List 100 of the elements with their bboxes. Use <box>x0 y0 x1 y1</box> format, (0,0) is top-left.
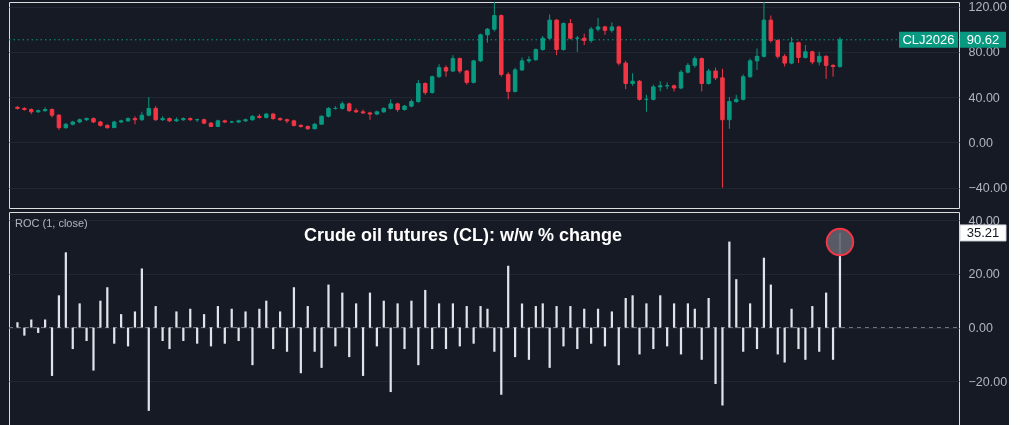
bar <box>278 311 282 328</box>
bar <box>562 327 565 347</box>
text: 90.62 <box>966 31 1000 47</box>
bar <box>534 306 537 328</box>
bar <box>583 308 586 328</box>
bar <box>99 300 102 328</box>
bar <box>106 287 109 328</box>
bar <box>396 303 399 328</box>
y-tick-label: −40.00 <box>968 181 1008 196</box>
candlestick <box>443 64 449 78</box>
bar <box>631 295 634 328</box>
bar <box>486 308 489 328</box>
bar <box>804 327 807 360</box>
bar <box>133 311 137 328</box>
bar <box>189 308 192 328</box>
bar <box>161 327 164 341</box>
bar <box>403 327 406 350</box>
bar <box>355 303 358 328</box>
candlestick <box>727 96 732 130</box>
bar <box>244 311 247 328</box>
y-tick-label: 120.00 <box>968 0 1007 15</box>
bar <box>811 306 814 328</box>
bar <box>251 327 254 366</box>
candlestick <box>747 58 753 79</box>
text: Crude oil futures (CL): w/w % change <box>303 225 623 245</box>
bar <box>258 308 261 328</box>
bar <box>78 303 81 328</box>
bar <box>596 308 600 328</box>
bar <box>292 287 296 328</box>
bar <box>265 300 268 328</box>
bar <box>672 303 676 328</box>
y-tick-label: 80.00 <box>968 45 1000 60</box>
candlestick <box>505 71 511 100</box>
bar <box>762 257 766 328</box>
candlestick <box>609 21 615 34</box>
candlestick <box>526 55 532 64</box>
y-tick-label: 20.00 <box>968 267 1000 282</box>
bar <box>728 241 731 328</box>
bar <box>479 306 482 328</box>
candlestick <box>367 111 373 121</box>
candlestick <box>740 73 746 101</box>
bar <box>624 298 627 328</box>
y-tick-label: 0.00 <box>968 135 993 150</box>
bar <box>451 303 455 328</box>
text: ROC (1, close) <box>15 217 88 229</box>
bar <box>85 327 88 341</box>
bar <box>216 306 220 328</box>
candlestick <box>623 60 628 90</box>
bar <box>368 292 372 328</box>
bar <box>437 303 441 328</box>
bar <box>16 322 19 328</box>
candlestick <box>492 1 497 32</box>
bar <box>202 314 206 328</box>
bar <box>541 303 544 328</box>
bar <box>769 284 772 328</box>
bar <box>797 327 800 350</box>
bar <box>120 314 123 328</box>
bar <box>306 306 309 328</box>
bar <box>410 300 413 328</box>
bar <box>57 295 61 328</box>
ref-line-label: CLJ2026 <box>902 31 955 47</box>
bar <box>693 308 696 328</box>
bar <box>507 265 510 328</box>
bar <box>555 306 558 328</box>
bar <box>790 308 793 328</box>
candlestick <box>823 54 829 80</box>
bar <box>610 311 613 328</box>
bar <box>707 298 710 328</box>
bar <box>92 327 95 371</box>
bar <box>638 327 641 355</box>
bar <box>64 252 67 328</box>
bar <box>748 303 752 328</box>
candlestick <box>416 79 421 104</box>
candlestick <box>775 38 780 60</box>
bar <box>154 306 157 328</box>
y-tick-label: 40.00 <box>968 90 1000 105</box>
candlestick <box>768 15 774 44</box>
bar <box>659 295 662 328</box>
bar <box>721 327 724 406</box>
bar <box>686 303 690 328</box>
bar <box>520 303 524 328</box>
bar <box>465 306 468 328</box>
y-tick-label: −20.00 <box>968 374 1008 389</box>
bar <box>645 303 648 328</box>
bar <box>327 284 330 328</box>
bar <box>825 292 828 328</box>
bar <box>140 268 143 328</box>
bar <box>424 289 427 328</box>
bar <box>230 308 233 328</box>
bar <box>341 292 344 328</box>
candlestick <box>512 67 518 94</box>
bar <box>783 327 786 363</box>
y-tick-label: 0.00 <box>968 321 993 336</box>
candlestick <box>754 47 760 71</box>
bar <box>175 311 178 328</box>
bar <box>320 327 323 368</box>
bar <box>168 327 171 350</box>
candlestick <box>353 107 359 114</box>
bar <box>569 306 572 328</box>
candlestick <box>595 17 601 32</box>
